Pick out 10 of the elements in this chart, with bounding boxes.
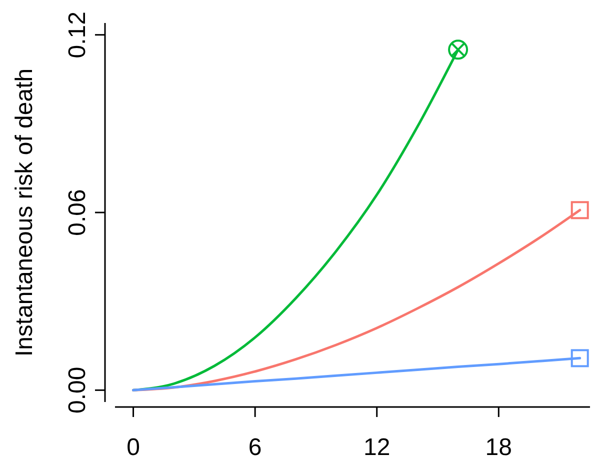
x-tick-label: 18 (485, 434, 512, 461)
x-tick-label: 0 (126, 434, 140, 461)
x-tick-label: 12 (364, 434, 390, 461)
y-tick-label: 0.12 (64, 11, 91, 58)
x-tick-label: 6 (248, 434, 262, 461)
point (570, 201, 589, 220)
point (570, 349, 589, 368)
y-axis-title: Instantaneous risk of death (11, 68, 38, 357)
y-tick-label: 0.00 (64, 366, 91, 414)
y-tick-label: 0.06 (64, 189, 91, 236)
